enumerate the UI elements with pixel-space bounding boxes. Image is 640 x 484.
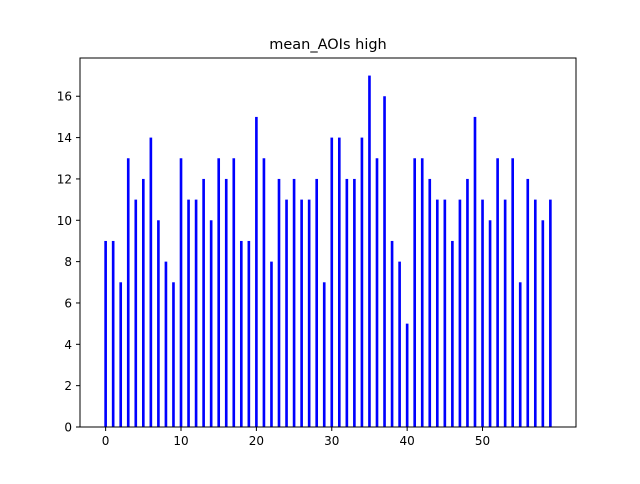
bar [360, 137, 364, 427]
bar [307, 199, 311, 427]
bar [224, 178, 228, 427]
bar [209, 220, 213, 427]
bar [187, 199, 190, 427]
x-tick-label: 50 [475, 434, 490, 448]
bar [375, 158, 379, 427]
bar [503, 199, 507, 427]
bar [172, 282, 175, 427]
y-tick-label: 10 [57, 214, 72, 228]
bar [322, 282, 326, 427]
bar [458, 199, 462, 427]
y-tick-label: 14 [57, 131, 72, 145]
bar [104, 240, 107, 427]
bar [194, 199, 198, 427]
bar [247, 240, 251, 427]
y-tick-label: 6 [64, 296, 72, 310]
bar [217, 158, 221, 427]
bar [549, 199, 552, 427]
bar [428, 178, 432, 427]
x-tick-label: 40 [400, 434, 415, 448]
bar [451, 240, 454, 427]
bars-group [104, 75, 552, 428]
bar [337, 137, 341, 427]
x-axis-ticks: 0 10 20 30 40 50 [102, 427, 490, 448]
bar [496, 158, 499, 427]
bar [398, 261, 401, 427]
bar [300, 199, 303, 427]
chart-title: mean_AOIs high [269, 37, 387, 53]
bar [541, 220, 545, 427]
bar [330, 137, 334, 427]
bar [518, 282, 522, 427]
bar [466, 178, 469, 427]
x-tick-label: 30 [324, 434, 339, 448]
y-tick-label: 0 [64, 421, 72, 435]
x-tick-label: 0 [102, 434, 110, 448]
bar [345, 178, 349, 427]
bar [119, 282, 123, 427]
bar [164, 261, 168, 427]
bar [111, 240, 115, 427]
bar [368, 75, 371, 427]
bar [488, 220, 492, 427]
y-tick-label: 16 [57, 90, 72, 104]
y-tick-label: 8 [64, 255, 72, 269]
bar [179, 158, 183, 427]
bar [533, 199, 537, 427]
bar [420, 158, 424, 427]
bar [435, 199, 439, 427]
plot-frame [79, 57, 577, 428]
bar [383, 96, 386, 428]
bar [202, 178, 205, 427]
bar [239, 240, 243, 427]
bar [262, 158, 266, 427]
bar [390, 240, 394, 427]
bar [292, 178, 296, 427]
bar [149, 137, 153, 427]
bar [473, 116, 477, 428]
bar [443, 199, 447, 427]
bar [353, 178, 356, 427]
y-tick-label: 12 [57, 172, 72, 186]
bar [315, 178, 319, 427]
bar [526, 178, 530, 427]
bar [405, 323, 409, 427]
y-axis-ticks: 0 2 4 6 8 10 12 14 16 [57, 90, 80, 435]
bar [255, 116, 258, 428]
bar [134, 199, 138, 427]
x-tick-label: 10 [173, 434, 188, 448]
y-tick-label: 2 [64, 379, 72, 393]
bar [157, 220, 160, 427]
bar [277, 178, 281, 427]
bar [413, 158, 417, 427]
bar [481, 199, 484, 427]
bar [511, 158, 514, 427]
bar [270, 261, 273, 427]
y-tick-label: 4 [64, 338, 72, 352]
x-tick-label: 20 [249, 434, 264, 448]
bar [285, 199, 288, 427]
bar [142, 178, 145, 427]
bar [232, 158, 236, 427]
bar [126, 158, 130, 427]
